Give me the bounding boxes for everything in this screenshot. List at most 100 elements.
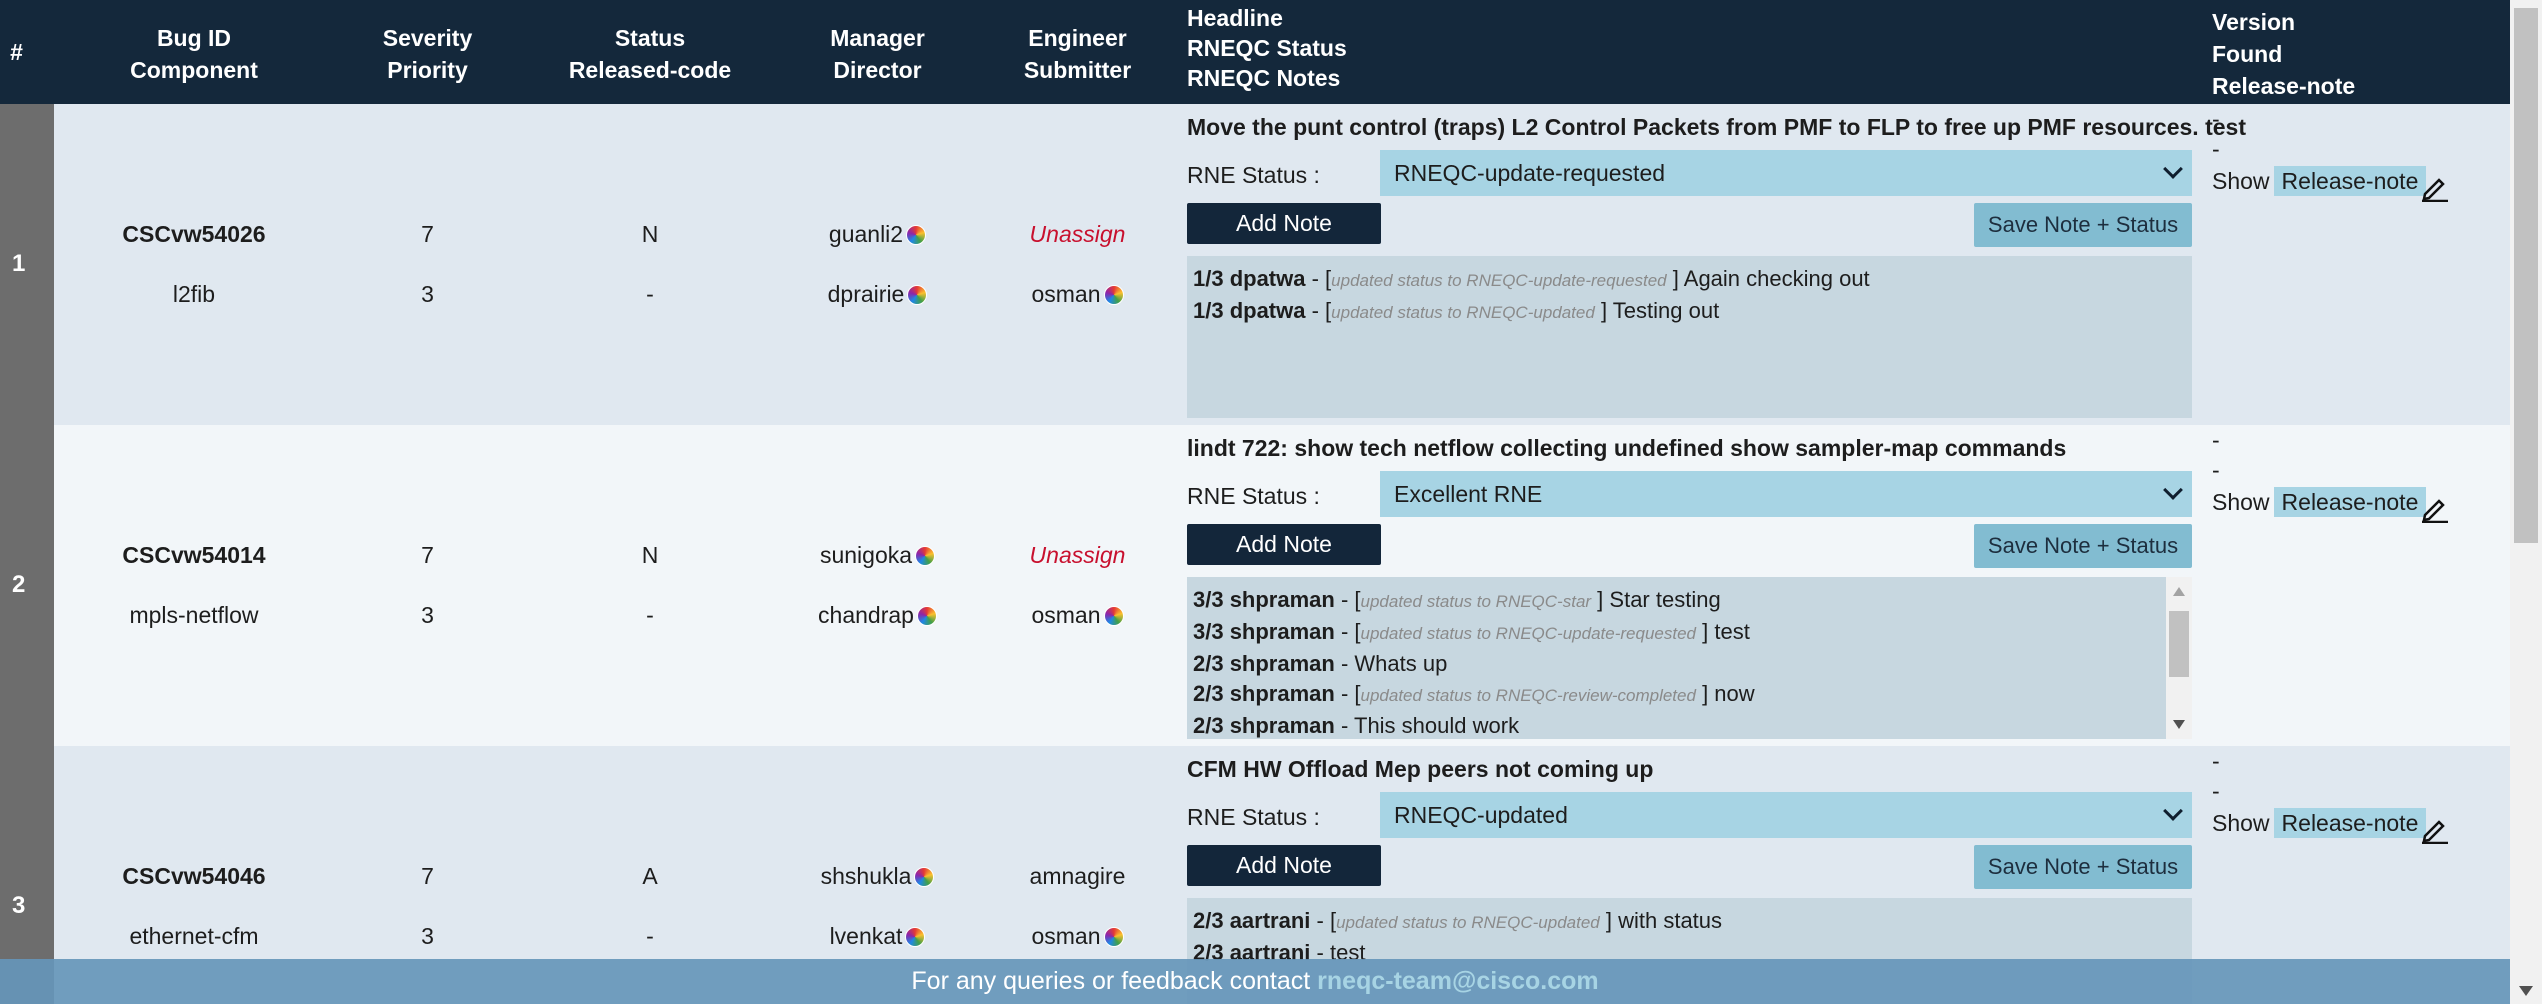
release-note-button[interactable]: Release-note: [2273, 808, 2427, 838]
released-code: -: [646, 602, 654, 628]
release-note-row: Show Release-note: [2212, 808, 2427, 838]
manager: guanli2: [790, 219, 965, 249]
table-row: 1 CSCvw54026 l2fib 7 3 N - guanli2 dprai…: [0, 104, 2510, 425]
notes-list[interactable]: 3/3 shpraman - [updated status to RNEQC-…: [1187, 577, 2192, 739]
note-item: 3/3 shpraman - [updated status to RNEQC-…: [1193, 619, 1750, 644]
add-note-button[interactable]: Add Note: [1187, 845, 1381, 886]
notes-scrollbar[interactable]: [2166, 577, 2192, 739]
version: -: [2212, 748, 2220, 774]
save-note-status-button[interactable]: Save Note + Status: [1974, 203, 2192, 247]
edit-pencil-icon[interactable]: [2420, 493, 2450, 523]
header-engineer-label: Engineer: [1028, 25, 1127, 51]
submitter: osman: [985, 600, 1170, 630]
chevron-down-icon: [2163, 801, 2183, 821]
priority: 3: [421, 281, 434, 307]
row-number: 2: [0, 425, 54, 746]
header-headline[interactable]: Headline RNEQC Status RNEQC Notes: [1187, 3, 1347, 93]
footer-text: For any queries or feedback contact: [911, 967, 1311, 995]
rne-status-select[interactable]: RNEQC-updated: [1380, 792, 2192, 838]
directory-icon[interactable]: [915, 546, 936, 566]
headline: Move the punt control (traps) L2 Control…: [1187, 114, 2246, 140]
rne-status-label: RNE Status :: [1187, 804, 1320, 830]
headline: CFM HW Offload Mep peers not coming up: [1187, 756, 1654, 782]
severity: 7: [421, 221, 434, 247]
notes-list[interactable]: 1/3 dpatwa - [updated status to RNEQC-up…: [1187, 256, 2192, 418]
version: -: [2212, 427, 2220, 453]
directory-icon[interactable]: [1103, 927, 1124, 947]
director: lvenkat: [790, 921, 965, 951]
found: -: [2212, 136, 2220, 162]
headline: lindt 722: show tech netflow collecting …: [1187, 435, 2067, 461]
bug-id-link[interactable]: CSCvw54014: [122, 542, 266, 568]
directory-icon[interactable]: [905, 927, 926, 947]
released-code: -: [646, 923, 654, 949]
scroll-down-arrow-icon[interactable]: [2519, 986, 2533, 996]
header-severity[interactable]: Severity Priority: [340, 22, 515, 86]
header-bug-id[interactable]: Bug ID Component: [55, 22, 333, 86]
submitter: osman: [985, 921, 1170, 951]
rne-status-select[interactable]: RNEQC-update-requested: [1380, 150, 2192, 196]
header-severity-label: Severity: [382, 25, 473, 51]
directory-icon[interactable]: [907, 285, 928, 305]
directory-icon[interactable]: [1103, 606, 1124, 626]
header-status[interactable]: Status Released-code: [520, 22, 780, 86]
page-scrollbar[interactable]: [2510, 0, 2542, 1004]
header-engineer[interactable]: Engineer Submitter: [985, 22, 1170, 86]
priority: 3: [421, 602, 434, 628]
director: dprairie: [790, 279, 965, 309]
directory-icon[interactable]: [906, 225, 927, 245]
chevron-down-icon: [2163, 480, 2183, 500]
contact-email-link[interactable]: rneqc-team@cisco.com: [1317, 967, 1599, 995]
rne-status-label: RNE Status :: [1187, 483, 1320, 509]
header-manager[interactable]: Manager Director: [790, 22, 965, 86]
director: chandrap: [790, 600, 965, 630]
bug-id-link[interactable]: CSCvw54026: [122, 221, 266, 247]
directory-icon[interactable]: [1103, 285, 1124, 305]
release-note-button[interactable]: Release-note: [2273, 166, 2427, 196]
chevron-down-icon: [2163, 159, 2183, 179]
released-code: -: [646, 281, 654, 307]
header-status-label: Status: [614, 25, 686, 51]
note-item: 2/3 shpraman - Whats up: [1193, 651, 1448, 676]
header-rneqc-notes-label: RNEQC Notes: [1187, 65, 1341, 91]
note-item: 1/3 dpatwa - [updated status to RNEQC-up…: [1193, 298, 1720, 323]
edit-pencil-icon[interactable]: [2420, 814, 2450, 844]
scroll-up-arrow-icon[interactable]: [2173, 587, 2185, 596]
add-note-button[interactable]: Add Note: [1187, 203, 1381, 244]
status: A: [642, 863, 658, 889]
directory-icon[interactable]: [914, 867, 935, 887]
bug-id-link[interactable]: CSCvw54046: [122, 863, 266, 889]
component: mpls-netflow: [129, 602, 259, 628]
note-item: 2/3 shpraman - This should work: [1193, 713, 1520, 738]
header-bug-id-label: Bug ID: [156, 25, 232, 51]
rne-status-select[interactable]: Excellent RNE: [1380, 471, 2192, 517]
page-scroll-thumb[interactable]: [2514, 8, 2538, 543]
header-found-label: Found: [2212, 41, 2283, 67]
engineer-unassign-link[interactable]: Unassign: [1029, 542, 1126, 568]
note-item: 3/3 shpraman - [updated status to RNEQC-…: [1193, 587, 1721, 612]
header-submitter-label: Submitter: [1023, 57, 1132, 83]
note-item: 1/3 dpatwa - [updated status to RNEQC-up…: [1193, 266, 1870, 291]
found: -: [2212, 778, 2220, 804]
header-released-code-label: Released-code: [568, 57, 732, 83]
engineer-unassign-link[interactable]: Unassign: [1029, 221, 1126, 247]
feedback-footer: For any queries or feedback contact rneq…: [0, 959, 2510, 1004]
version: -: [2212, 106, 2220, 132]
header-num: #: [10, 39, 23, 65]
edit-pencil-icon[interactable]: [2420, 172, 2450, 202]
add-note-button[interactable]: Add Note: [1187, 524, 1381, 565]
save-note-status-button[interactable]: Save Note + Status: [1974, 845, 2192, 889]
scroll-down-arrow-icon[interactable]: [2173, 720, 2185, 729]
header-version[interactable]: Version Found Release-note: [2212, 6, 2355, 102]
engineer: amnagire: [1029, 863, 1126, 889]
manager: shshukla: [790, 861, 965, 891]
directory-icon[interactable]: [916, 606, 937, 626]
scroll-thumb[interactable]: [2169, 611, 2189, 677]
status: N: [641, 542, 659, 568]
header-manager-label: Manager: [830, 25, 925, 51]
priority: 3: [421, 923, 434, 949]
release-note-button[interactable]: Release-note: [2273, 487, 2427, 517]
found: -: [2212, 457, 2220, 483]
table-row: 2 CSCvw54014 mpls-netflow 7 3 N - sunigo…: [0, 425, 2510, 746]
save-note-status-button[interactable]: Save Note + Status: [1974, 524, 2192, 568]
